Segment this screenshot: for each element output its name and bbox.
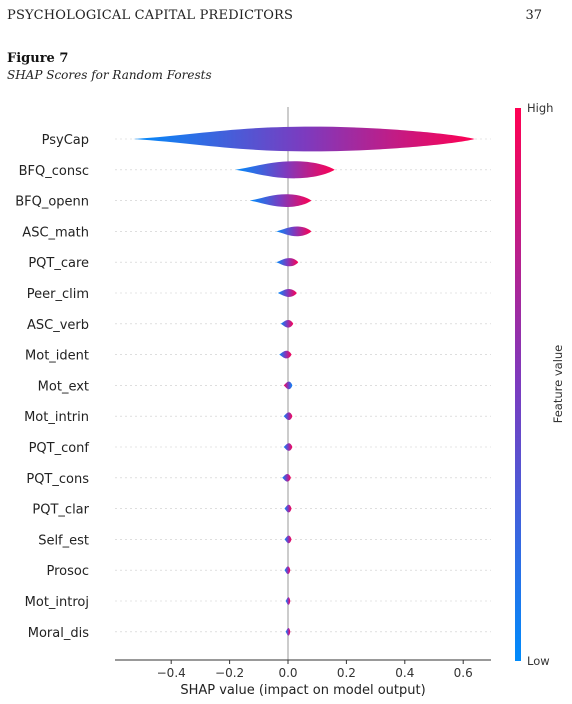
feature-label: Moral_dis — [28, 626, 89, 641]
feature-label: Prosoc — [47, 564, 90, 579]
violin-Mot_ext — [283, 381, 293, 390]
feature-label: Mot_ext — [38, 379, 89, 394]
feature-label: Peer_clim — [27, 287, 89, 302]
feature-label: BFQ_openn — [15, 195, 89, 210]
violin-Mot_intrin — [283, 412, 293, 421]
feature-label: PQT_care — [28, 256, 89, 271]
feature-label: PQT_conf — [29, 441, 90, 456]
colorbar-high-label: High — [527, 101, 553, 115]
violin-PQT_care — [276, 258, 299, 267]
x-tick-label: 0.6 — [454, 666, 473, 680]
violin-Prosoc — [284, 566, 291, 575]
x-tick-label: 0.4 — [395, 666, 414, 680]
violin-PQT_clar — [284, 504, 292, 513]
feature-label: ASC_verb — [27, 318, 89, 333]
violin-layer — [133, 126, 475, 636]
violin-Self_est — [284, 535, 292, 544]
feature-label: PQT_clar — [32, 503, 89, 518]
violin-Mot_ident — [279, 350, 292, 359]
colorbar — [515, 108, 521, 661]
violin-BFQ_openn — [250, 194, 312, 207]
violin-ASC_verb — [280, 319, 294, 328]
x-tick-layer: −0.4 −0.2 0.0 0.2 0.4 0.6 — [157, 660, 473, 680]
feature-label: Mot_intrin — [24, 410, 89, 425]
feature-label: Self_est — [38, 533, 89, 548]
violin-Moral_dis — [285, 627, 291, 636]
feature-label: BFQ_consc — [19, 164, 89, 179]
violin-BFQ_consc — [235, 161, 335, 179]
violin-Peer_clim — [277, 289, 297, 297]
figure-label: Figure 7 — [7, 51, 69, 66]
feature-label: Mot_introj — [25, 595, 89, 610]
figure-caption: SHAP Scores for Random Forests — [7, 68, 212, 82]
violin-Mot_introj — [285, 597, 291, 605]
violin-ASC_math — [276, 226, 312, 237]
colorbar-low-label: Low — [527, 654, 550, 668]
running-head: PSYCHOLOGICAL CAPITAL PREDICTORS — [7, 8, 294, 23]
x-tick-label: −0.4 — [157, 666, 186, 680]
violin-PQT_cons — [282, 473, 291, 482]
feature-label: PQT_cons — [26, 472, 89, 487]
x-axis-title: SHAP value (impact on model output) — [180, 683, 425, 698]
colorbar-title: Feature value — [551, 345, 565, 424]
violin-PQT_conf — [283, 443, 293, 451]
x-tick-label: −0.2 — [215, 666, 244, 680]
feature-label: Mot_ident — [25, 349, 89, 364]
grid-layer — [115, 138, 491, 633]
feature-label: PsyCap — [42, 133, 89, 148]
violin-PsyCap — [133, 126, 475, 152]
x-tick-label: 0.2 — [337, 666, 356, 680]
x-tick-label: 0.0 — [278, 666, 297, 680]
page-number: 37 — [525, 8, 542, 23]
feature-label: ASC_math — [22, 225, 89, 240]
feature-label-layer: PsyCap BFQ_consc BFQ_openn ASC_math PQT_care… — [15, 133, 89, 641]
